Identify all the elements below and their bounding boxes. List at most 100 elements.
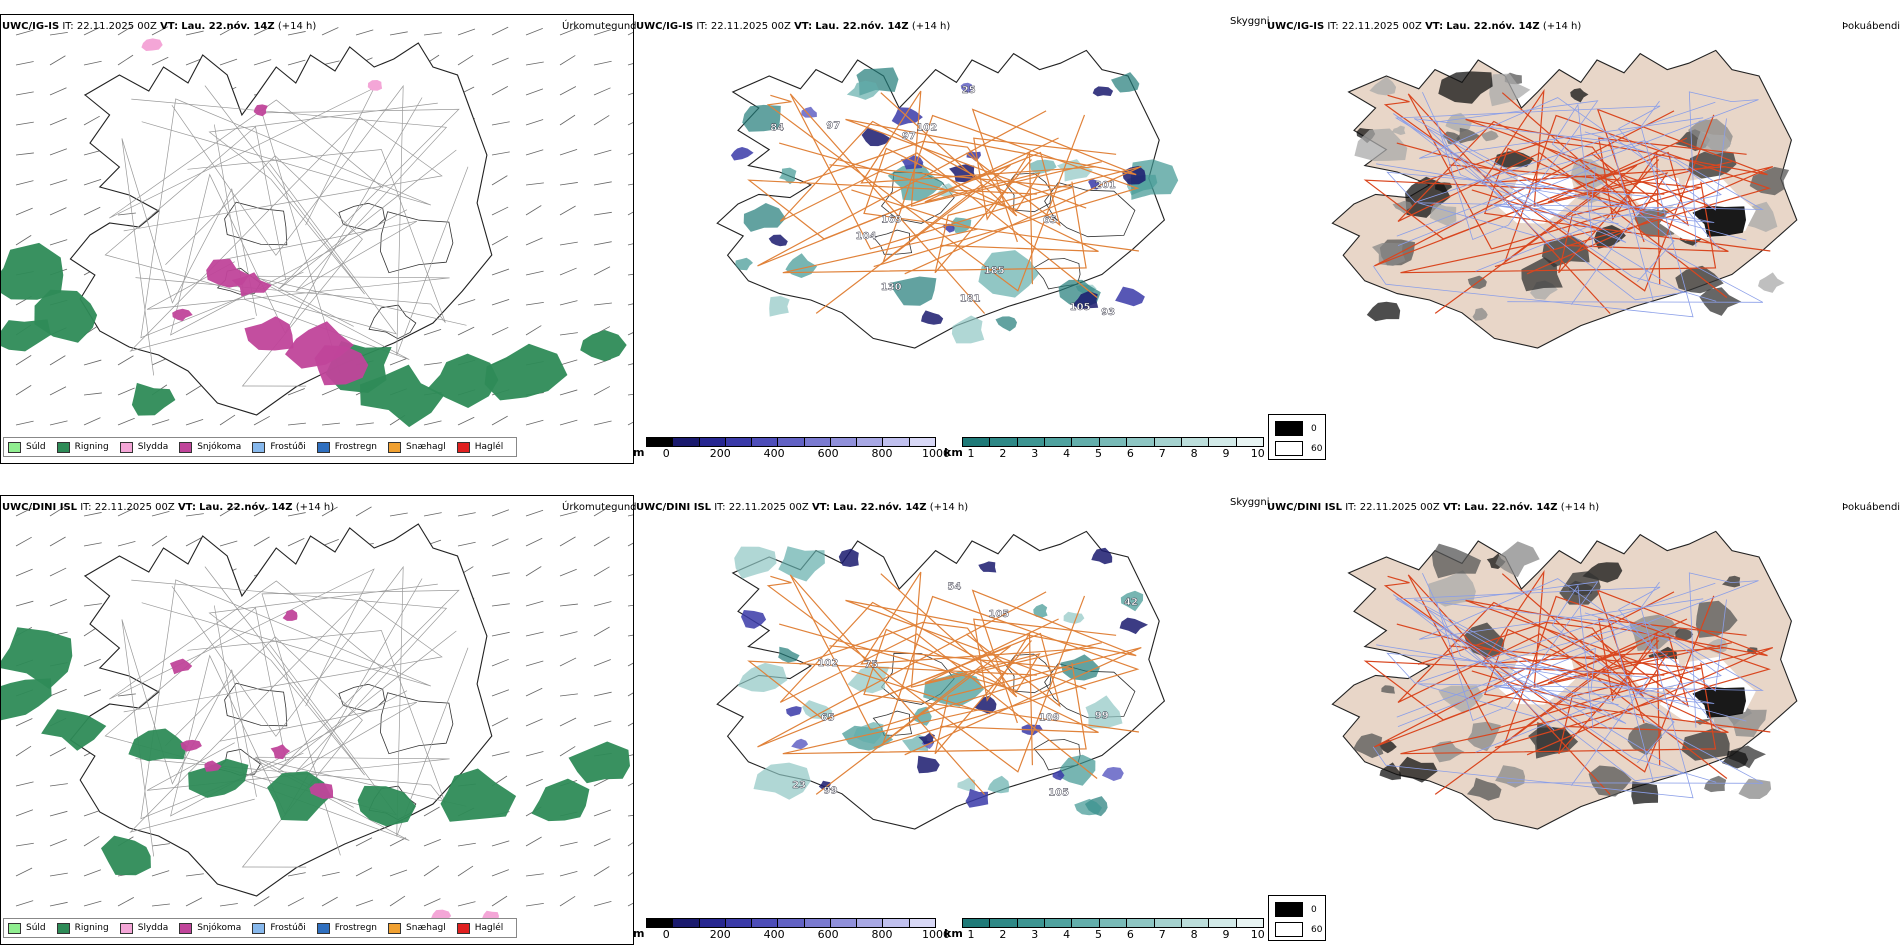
road-line — [1551, 584, 1675, 764]
legend-swatch — [316, 922, 330, 934]
wind-barb — [593, 266, 611, 276]
fog-legend-row: 0 — [1275, 902, 1317, 917]
legend-label: Slydda — [137, 923, 169, 933]
wind-barb — [49, 506, 66, 517]
precip-legend-item: Slydda — [119, 441, 169, 453]
wind-barb — [185, 418, 204, 426]
legend-swatch — [56, 922, 70, 934]
road-line — [109, 87, 384, 226]
cloudbase-value-label: 75 — [864, 659, 878, 670]
colorbar-segment — [1072, 438, 1100, 446]
fog-legend-row: 0 — [1275, 421, 1317, 436]
low-cloudbase-area — [978, 561, 997, 573]
rain-area — [1, 319, 51, 352]
colorbar-tick: 10 — [1250, 447, 1265, 460]
low-cloudbase-area — [1092, 86, 1114, 97]
road-line — [1372, 100, 1694, 318]
colorbar-segment — [963, 919, 991, 927]
wind-barb — [423, 420, 442, 426]
wind-barb — [219, 506, 236, 517]
cloudbase-value-label: 105 — [1048, 787, 1069, 798]
wind-barb — [15, 809, 34, 817]
wind-barb — [117, 387, 135, 396]
road-line — [170, 578, 423, 817]
wind-barb — [423, 865, 440, 877]
wind-barb — [559, 717, 577, 727]
wind-barb — [593, 691, 612, 697]
wind-barb — [457, 865, 474, 877]
low-cloudbase-area — [965, 788, 989, 808]
cloudbase-bar — [646, 918, 936, 928]
colorbar-segment — [1209, 919, 1237, 927]
road-line — [261, 108, 460, 375]
colorbar-segment — [1181, 438, 1210, 446]
low-visibility-area — [846, 80, 880, 100]
rain-area — [1, 678, 52, 721]
road-line — [165, 155, 363, 387]
wind-barb — [15, 507, 33, 517]
road-line — [1419, 97, 1727, 211]
legend-label: Súld — [26, 442, 46, 452]
road-line — [1396, 572, 1759, 728]
wind-barb — [185, 897, 203, 907]
road-line — [171, 84, 469, 356]
snow-area — [180, 739, 202, 752]
it-value: 22.11.2025 00Z — [728, 502, 809, 513]
precip-legend-item: Rigning — [56, 922, 109, 934]
vt-label: VT: — [160, 21, 179, 32]
legend-swatch — [119, 922, 133, 934]
wind-barb — [83, 115, 100, 126]
legend-swatch — [252, 441, 266, 453]
wind-barb — [457, 54, 474, 66]
wind-barb — [627, 722, 633, 727]
wind-barb — [559, 511, 578, 517]
wind-barb — [491, 689, 510, 697]
fog-index-area — [1353, 733, 1384, 759]
title-fog-bottom: Þokuábendi — [1842, 502, 1900, 513]
legend-label: Slydda — [137, 442, 169, 452]
colorbar-tick: 0 — [662, 928, 670, 941]
wind-barb — [593, 420, 612, 426]
colorbar-segment — [699, 438, 726, 446]
precip-map-top — [1, 25, 633, 428]
wind-barb — [491, 840, 510, 847]
wind-barb — [457, 512, 476, 517]
lead-time: (+14 h) — [929, 502, 969, 513]
colorbar-tick: 400 — [763, 447, 785, 460]
low-visibility-area — [734, 546, 777, 579]
wind-barb — [117, 541, 136, 547]
wind-barb — [627, 692, 633, 697]
road-line — [1417, 140, 1764, 237]
colorbar-segment — [1045, 438, 1073, 446]
it-label: IT: — [714, 502, 726, 513]
wind-barb — [83, 359, 102, 366]
road-line — [1483, 628, 1771, 733]
header-precip-bottom: UWC/DINI ISL IT: 22.11.2025 00Z VT: Lau.… — [2, 502, 334, 514]
wind-barb — [525, 687, 543, 697]
vt-label: VT: — [177, 502, 196, 513]
precip-legend-item: Slydda — [119, 922, 169, 934]
wind-barb — [151, 870, 170, 877]
wind-barb — [593, 211, 612, 216]
wind-barb — [423, 898, 441, 907]
colorbar-tick: 800 — [871, 447, 893, 460]
rain-area — [128, 728, 187, 762]
wind-barb — [355, 899, 374, 907]
colorbar-tick: 400 — [763, 928, 785, 941]
colorbar-segment — [1017, 438, 1046, 446]
wind-barb — [593, 866, 610, 877]
wind-barb — [15, 420, 34, 426]
wind-barb — [559, 55, 576, 66]
low-visibility-area — [753, 762, 811, 800]
colorbar-tick: 1000 — [922, 928, 950, 941]
wind-barb — [593, 181, 612, 186]
wind-barb — [389, 869, 408, 877]
low-cloudbase-area — [786, 706, 802, 717]
wind-barb — [151, 535, 168, 547]
vt-value: Lau. 22.nóv. 14Z — [833, 502, 927, 513]
fog-index-area — [1431, 543, 1482, 579]
colorbar-segment — [673, 919, 700, 927]
colorbar-tick: 7 — [1158, 447, 1166, 460]
cloudbase-unit: m — [633, 927, 645, 940]
road-line — [1417, 92, 1644, 217]
